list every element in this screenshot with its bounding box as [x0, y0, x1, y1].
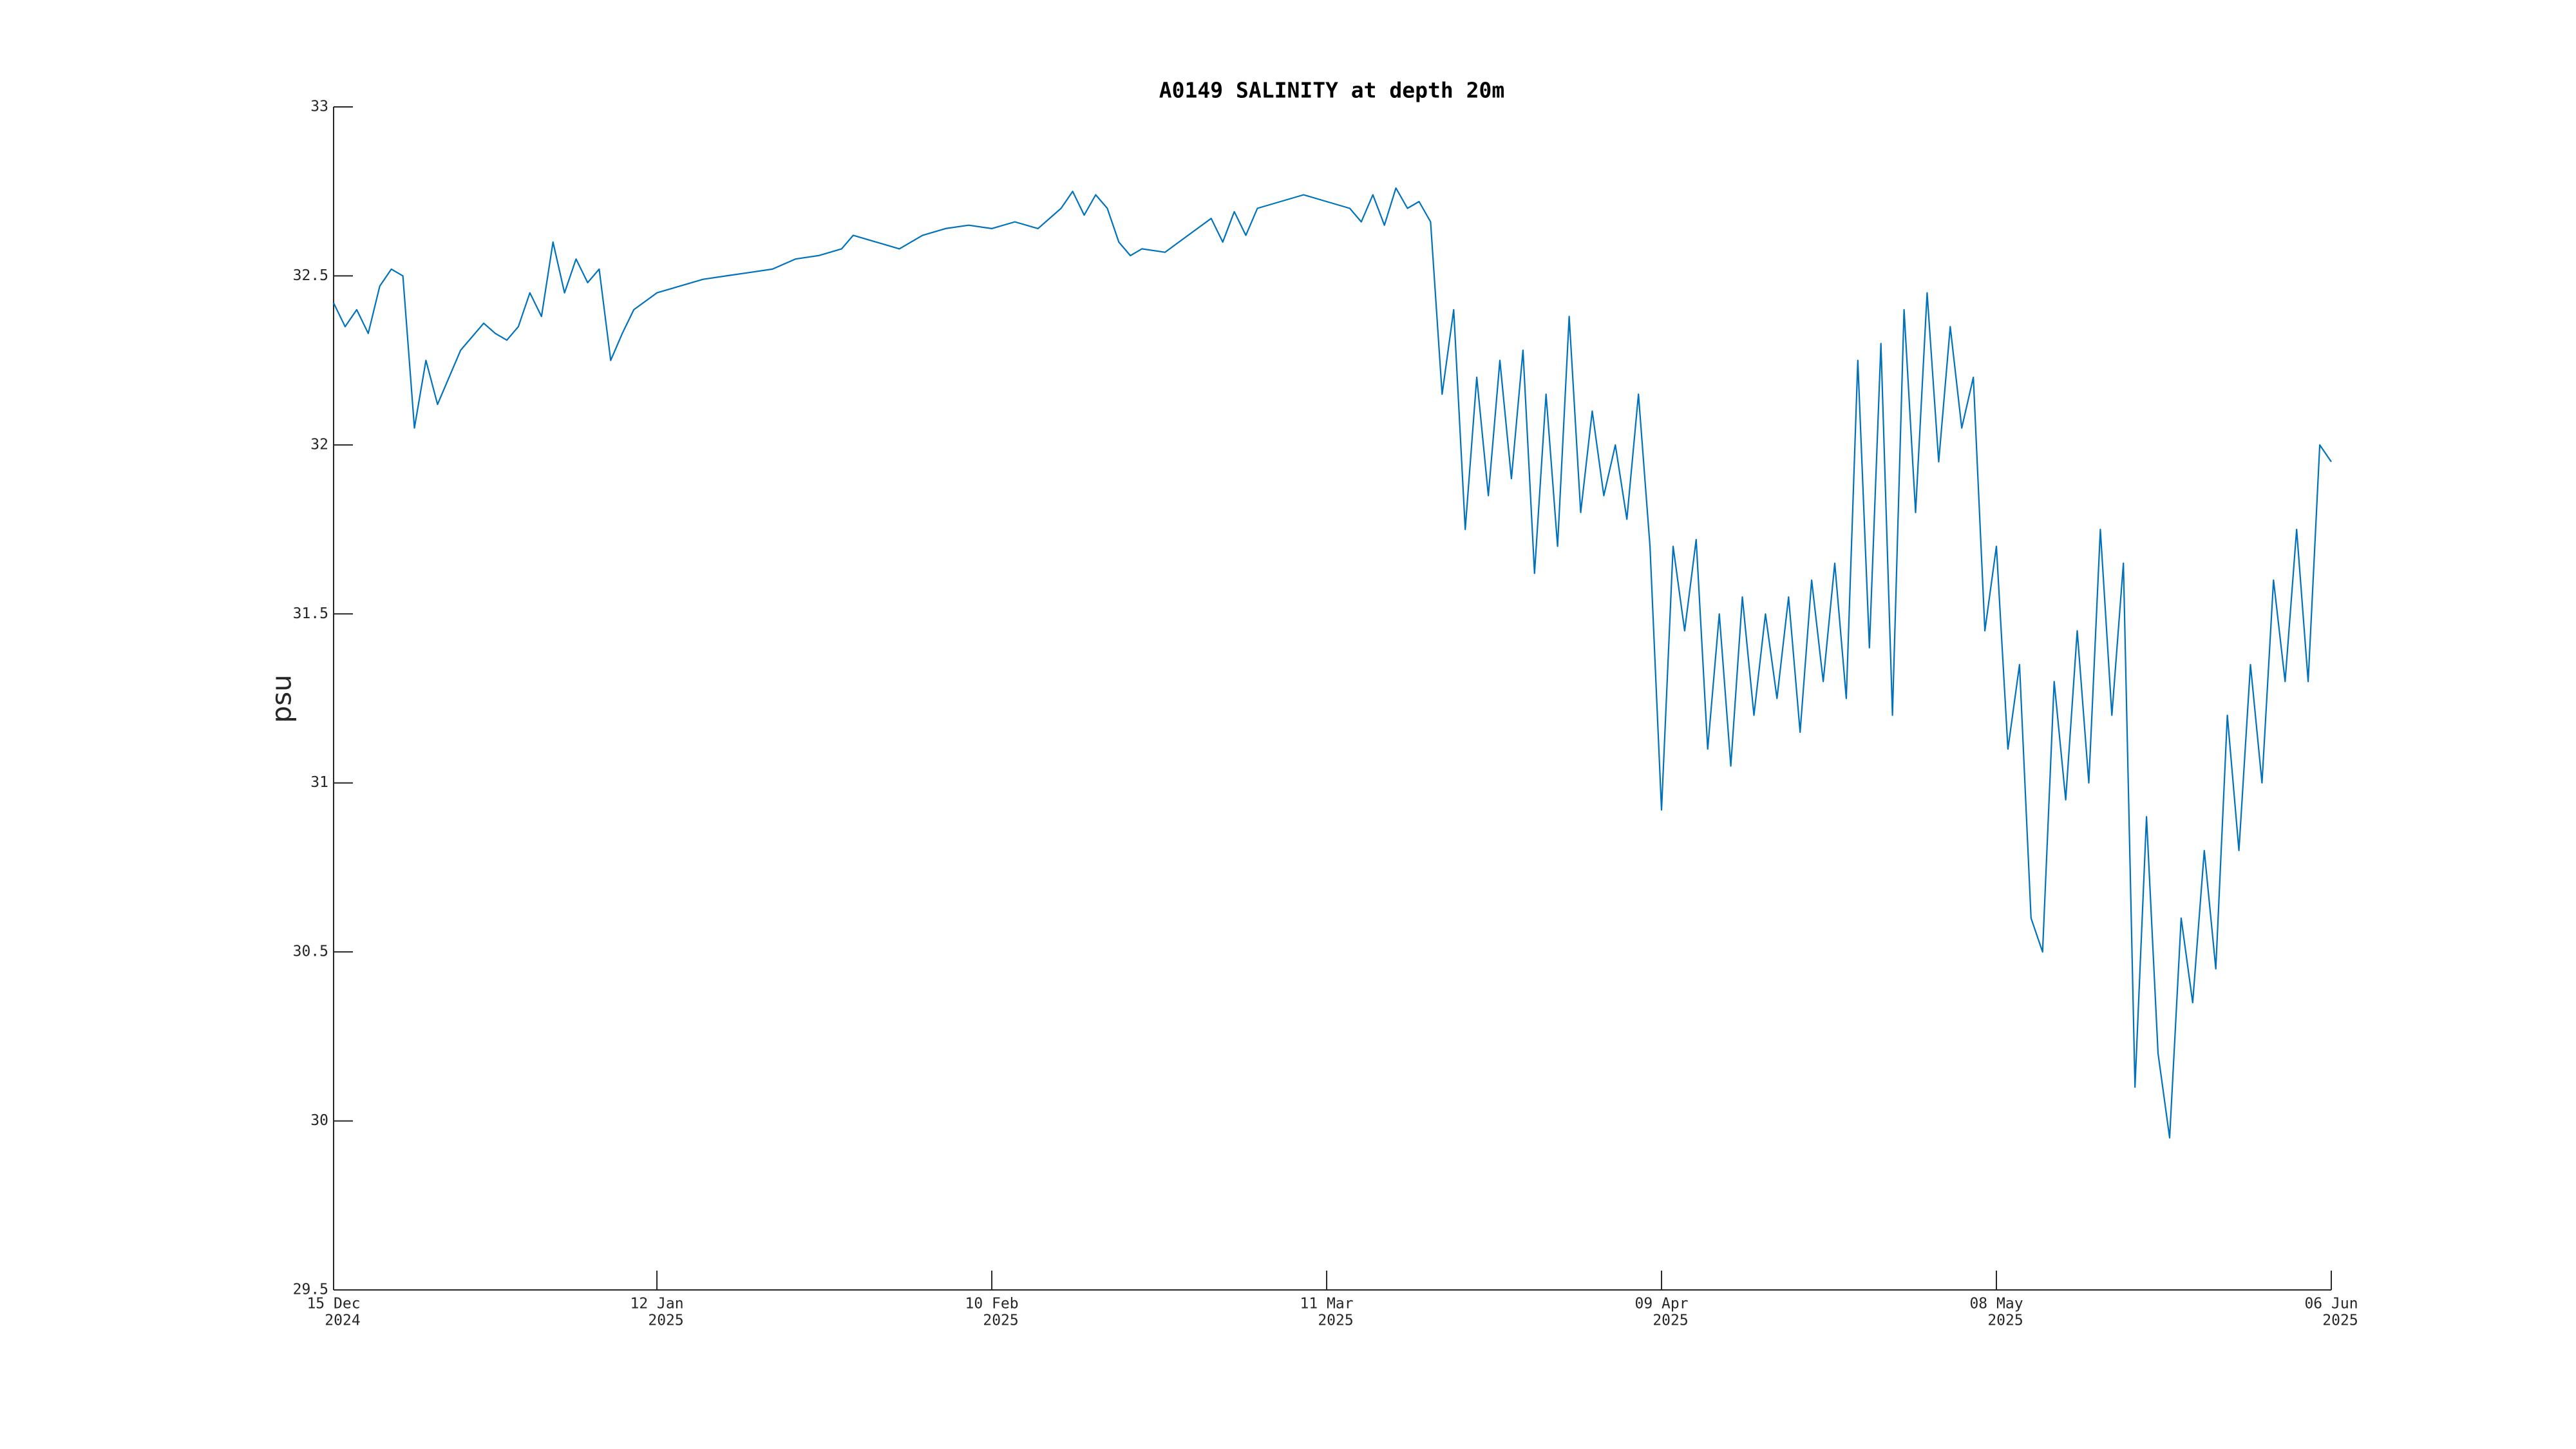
- y-axis-label: psu: [266, 674, 298, 723]
- chart-title: A0149 SALINITY at depth 20m: [1159, 78, 1504, 103]
- x-tick-label: 08 May: [1969, 1296, 2023, 1312]
- y-tick-label: 31.5: [293, 605, 328, 622]
- y-tick-label: 33: [310, 99, 328, 115]
- y-tick-label: 32.5: [293, 267, 328, 284]
- x-tick-label: 2025: [648, 1312, 683, 1329]
- y-tick-label: 30.5: [293, 943, 328, 960]
- x-tick-label: 2025: [1653, 1312, 1688, 1329]
- x-tick-label: 12 Jan: [630, 1296, 684, 1312]
- x-tick-label: 11 Mar: [1300, 1296, 1353, 1312]
- x-tick-label: 10 Feb: [965, 1296, 1018, 1312]
- x-tick-label: 15 Dec: [307, 1296, 360, 1312]
- x-tick-label: 2024: [325, 1312, 360, 1329]
- y-tick-label: 30: [310, 1112, 328, 1129]
- x-tick-label: 2025: [1987, 1312, 2023, 1329]
- x-tick-label: 2025: [2322, 1312, 2358, 1329]
- data-line: [333, 187, 2332, 1139]
- y-tick-label: 29.5: [293, 1282, 328, 1298]
- y-tick-label: 31: [310, 774, 328, 791]
- x-tick-label: 2025: [983, 1312, 1018, 1329]
- x-tick-label: 06 Jun: [2304, 1296, 2358, 1312]
- x-tick-label: 2025: [1318, 1312, 1353, 1329]
- x-tick-label: 09 Apr: [1634, 1296, 1688, 1312]
- y-tick-label: 32: [310, 436, 328, 453]
